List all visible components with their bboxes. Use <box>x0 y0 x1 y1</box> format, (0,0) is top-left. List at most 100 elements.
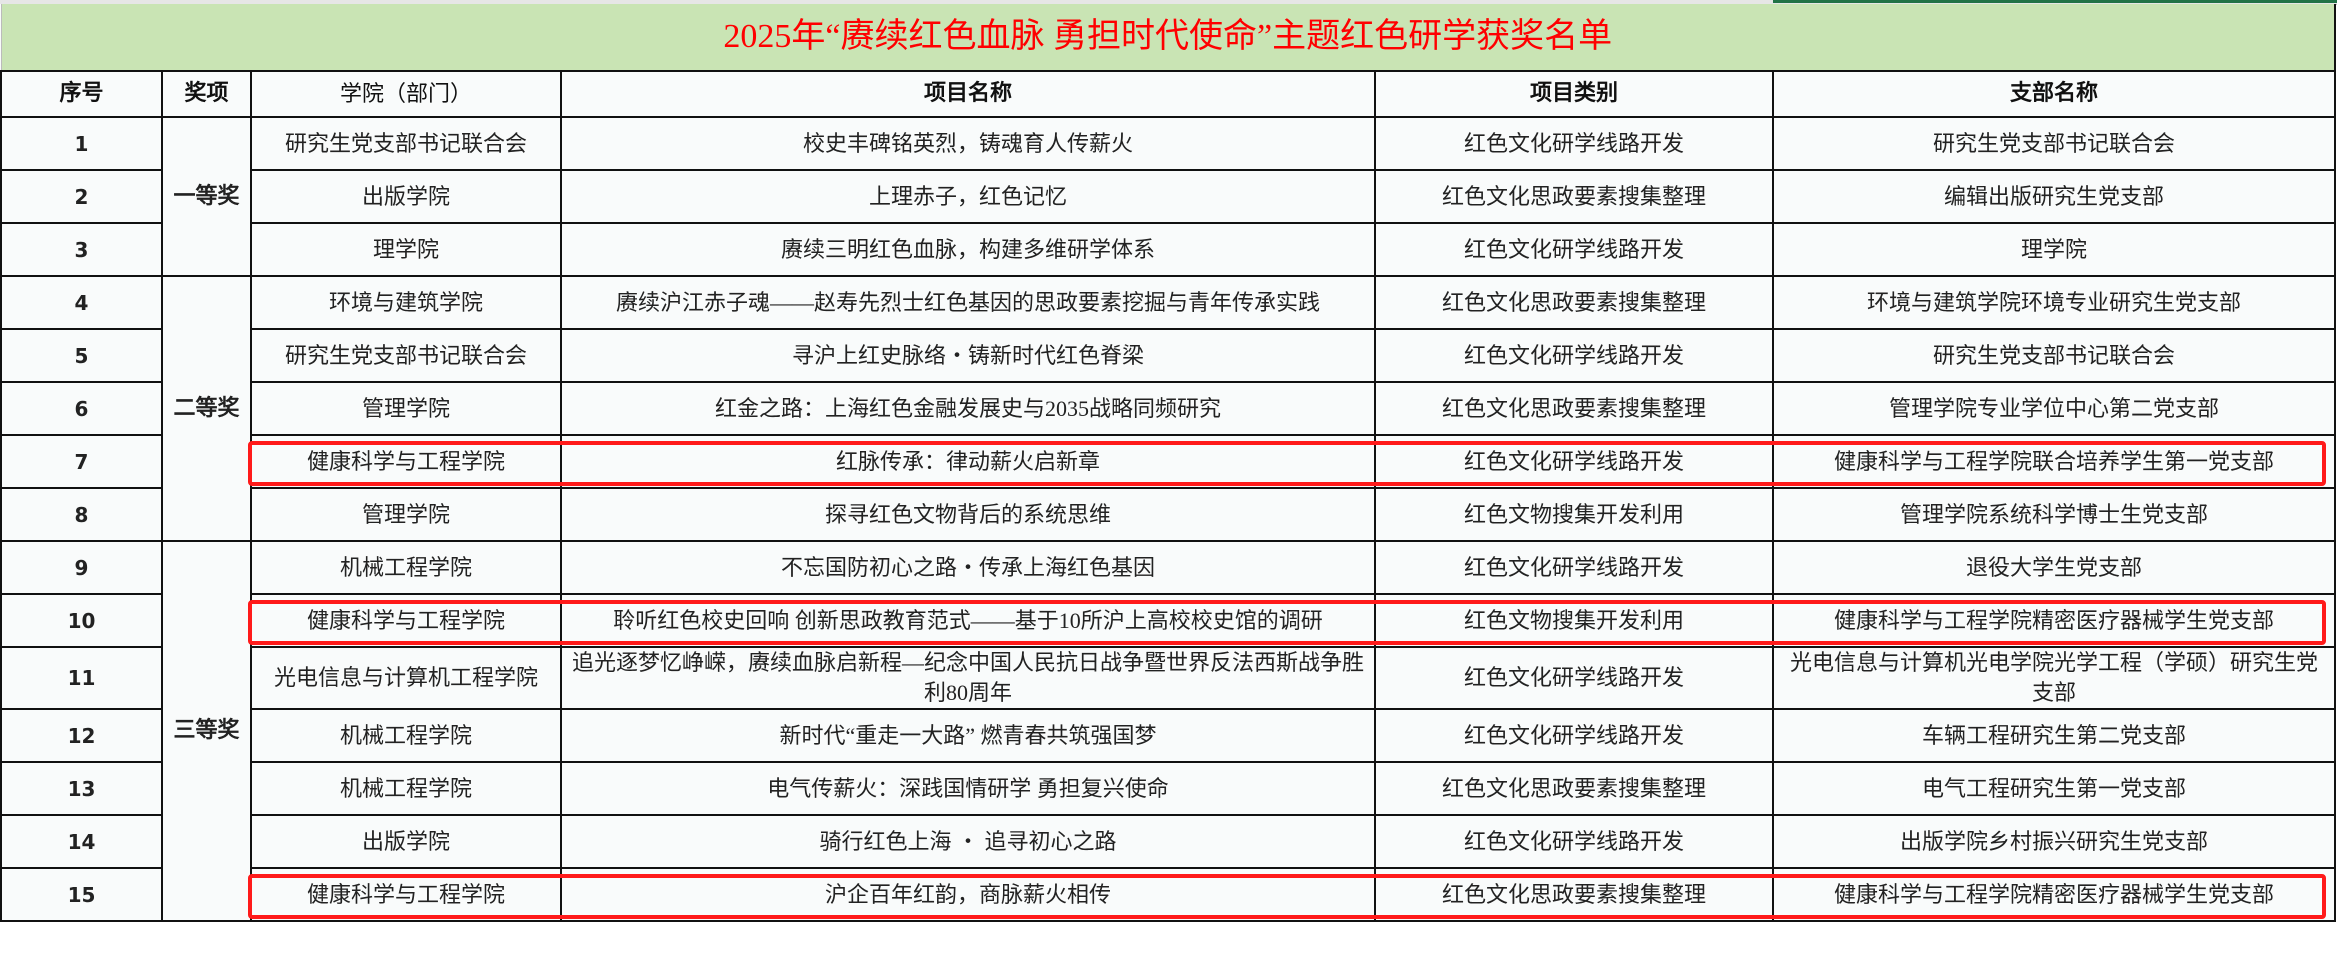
row-number-cell[interactable]: 7 <box>0 434 163 489</box>
college-cell[interactable]: 管理学院 <box>250 487 562 542</box>
header-college[interactable]: 学院（部门） <box>250 70 562 118</box>
college-cell[interactable]: 出版学院 <box>250 814 562 869</box>
project-name-cell[interactable]: 红脉传承：律动薪火启新章 <box>560 434 1376 489</box>
project-name-cell[interactable]: 赓续三明红色血脉，构建多维研学体系 <box>560 222 1376 277</box>
project-category-cell[interactable]: 红色文化研学线路开发 <box>1374 646 1774 710</box>
project-category-cell[interactable]: 红色文物搜集开发利用 <box>1374 593 1774 648</box>
branch-name-cell[interactable]: 理学院 <box>1771 222 2337 277</box>
row-number-cell[interactable]: 14 <box>0 814 163 869</box>
row-number-cell[interactable]: 10 <box>0 593 163 648</box>
header-project[interactable]: 项目名称 <box>560 70 1376 118</box>
header-award[interactable]: 奖项 <box>161 70 252 118</box>
table-row: 3 理学院 赓续三明红色血脉，构建多维研学体系 红色文化研学线路开发 理学院 <box>0 222 2337 277</box>
project-name-cell[interactable]: 骑行红色上海 ・ 追寻初心之路 <box>560 814 1376 869</box>
table-row: 14 出版学院 骑行红色上海 ・ 追寻初心之路 红色文化研学线路开发 出版学院乡村振兴研… <box>0 814 2337 869</box>
college-cell[interactable]: 理学院 <box>250 222 562 277</box>
branch-name-cell[interactable]: 管理学院专业学位中心第二党支部 <box>1771 381 2337 436</box>
branch-name-cell[interactable]: 编辑出版研究生党支部 <box>1771 169 2337 224</box>
table-row: 2 出版学院 上理赤子，红色记忆 红色文化思政要素搜集整理 编辑出版研究生党支部 <box>0 169 2337 224</box>
college-cell[interactable]: 管理学院 <box>250 381 562 436</box>
row-number-cell[interactable]: 11 <box>0 646 163 710</box>
header-no[interactable]: 序号 <box>0 70 163 118</box>
branch-name-cell[interactable]: 出版学院乡村振兴研究生党支部 <box>1771 814 2337 869</box>
award-level-cell[interactable]: 一等奖 <box>161 116 252 277</box>
project-name-cell[interactable]: 追光逐梦忆峥嵘，赓续血脉启新程—纪念中国人民抗日战争暨世界反法西斯战争胜利80周… <box>560 646 1376 710</box>
project-category-cell[interactable]: 红色文物搜集开发利用 <box>1374 487 1774 542</box>
project-category-cell[interactable]: 红色文化研学线路开发 <box>1374 328 1774 383</box>
project-name-cell[interactable]: 赓续沪江赤子魂——赵寿先烈士红色基因的思政要素挖掘与青年传承实践 <box>560 275 1376 330</box>
branch-name-cell[interactable]: 退役大学生党支部 <box>1771 540 2337 595</box>
project-category-cell[interactable]: 红色文化思政要素搜集整理 <box>1374 867 1774 922</box>
project-name-cell[interactable]: 红金之路：上海红色金融发展史与2035战略同频研究 <box>560 381 1376 436</box>
project-category-cell[interactable]: 红色文化研学线路开发 <box>1374 116 1774 171</box>
project-name-cell[interactable]: 电气传薪火：深践国情研学 勇担复兴使命 <box>560 761 1376 816</box>
project-category-cell[interactable]: 红色文化研学线路开发 <box>1374 434 1774 489</box>
row-number-cell[interactable]: 6 <box>0 381 163 436</box>
table-row: 6 管理学院 红金之路：上海红色金融发展史与2035战略同频研究 红色文化思政要素搜集… <box>0 381 2337 436</box>
project-category-cell[interactable]: 红色文化思政要素搜集整理 <box>1374 381 1774 436</box>
row-number-cell[interactable]: 13 <box>0 761 163 816</box>
header-category[interactable]: 项目类别 <box>1374 70 1774 118</box>
row-number-cell[interactable]: 4 <box>0 275 163 330</box>
project-name-cell[interactable]: 校史丰碑铭英烈，铸魂育人传薪火 <box>560 116 1376 171</box>
college-cell[interactable]: 研究生党支部书记联合会 <box>250 328 562 383</box>
row-number-cell[interactable]: 12 <box>0 708 163 763</box>
project-name-cell[interactable]: 寻沪上红史脉络・铸新时代红色脊梁 <box>560 328 1376 383</box>
project-category-cell[interactable]: 红色文化思政要素搜集整理 <box>1374 169 1774 224</box>
project-name-cell[interactable]: 不忘国防初心之路・传承上海红色基因 <box>560 540 1376 595</box>
header-row: 序号 奖项 学院（部门） 项目名称 项目类别 支部名称 <box>0 70 2337 118</box>
header-branch[interactable]: 支部名称 <box>1771 70 2337 118</box>
row-number-cell[interactable]: 2 <box>0 169 163 224</box>
project-name-cell[interactable]: 沪企百年红韵，商脉薪火相传 <box>560 867 1376 922</box>
branch-name-cell[interactable]: 电气工程研究生第一党支部 <box>1771 761 2337 816</box>
row-number-cell[interactable]: 1 <box>0 116 163 171</box>
project-category-cell[interactable]: 红色文化研学线路开发 <box>1374 708 1774 763</box>
project-category-cell[interactable]: 红色文化思政要素搜集整理 <box>1374 761 1774 816</box>
table-row: 13 机械工程学院 电气传薪火：深践国情研学 勇担复兴使命 红色文化思政要素搜集整理电… <box>0 761 2337 816</box>
table-row: 15 健康科学与工程学院 沪企百年红韵，商脉薪火相传 红色文化思政要素搜集整理 健康科学… <box>0 867 2337 922</box>
college-cell[interactable]: 出版学院 <box>250 169 562 224</box>
project-name-cell[interactable]: 上理赤子，红色记忆 <box>560 169 1376 224</box>
sheet-title[interactable]: 2025年“赓续红色血脉 勇担时代使命”主题红色研学获奖名单 <box>0 4 2337 72</box>
college-cell[interactable]: 健康科学与工程学院 <box>250 867 562 922</box>
college-cell[interactable]: 机械工程学院 <box>250 540 562 595</box>
branch-name-cell[interactable]: 光电信息与计算机光电学院光学工程（学硕）研究生党支部 <box>1771 646 2337 710</box>
project-name-cell[interactable]: 探寻红色文物背后的系统思维 <box>560 487 1376 542</box>
row-number-cell[interactable]: 15 <box>0 867 163 922</box>
table-row: 4 二等奖 环境与建筑学院 赓续沪江赤子魂——赵寿先烈士红色基因的思政要素挖掘与青年传… <box>0 275 2337 542</box>
row-number-cell[interactable]: 3 <box>0 222 163 277</box>
branch-name-cell[interactable]: 管理学院系统科学博士生党支部 <box>1771 487 2337 542</box>
project-category-cell[interactable]: 红色文化研学线路开发 <box>1374 540 1774 595</box>
project-name-cell[interactable]: 新时代“重走一大路” 燃青春共筑强国梦 <box>560 708 1376 763</box>
project-name-cell[interactable]: 聆听红色校史回响 创新思政教育范式——基于10所沪上高校校史馆的调研 <box>560 593 1376 648</box>
college-cell[interactable]: 光电信息与计算机工程学院 <box>250 646 562 710</box>
project-category-cell[interactable]: 红色文化研学线路开发 <box>1374 814 1774 869</box>
branch-name-cell[interactable]: 环境与建筑学院环境专业研究生党支部 <box>1771 275 2337 330</box>
table-row: 8 管理学院 探寻红色文物背后的系统思维 红色文物搜集开发利用 管理学院系统科学博士生党… <box>0 487 2337 542</box>
college-cell[interactable]: 机械工程学院 <box>250 761 562 816</box>
branch-name-cell[interactable]: 车辆工程研究生第二党支部 <box>1771 708 2337 763</box>
college-cell[interactable]: 健康科学与工程学院 <box>250 593 562 648</box>
college-cell[interactable]: 环境与建筑学院 <box>250 275 562 330</box>
row-number-cell[interactable]: 5 <box>0 328 163 383</box>
row-number-cell[interactable]: 8 <box>0 487 163 542</box>
project-category-cell[interactable]: 红色文化研学线路开发 <box>1374 222 1774 277</box>
branch-name-cell[interactable]: 健康科学与工程学院精密医疗器械学生党支部 <box>1771 593 2337 648</box>
branch-name-cell[interactable]: 健康科学与工程学院联合培养学生第一党支部 <box>1771 434 2337 489</box>
table-row: 5 研究生党支部书记联合会 寻沪上红史脉络・铸新时代红色脊梁 红色文化研学线路开发 研究… <box>0 328 2337 383</box>
row-number-cell[interactable]: 9 <box>0 540 163 595</box>
project-category-cell[interactable]: 红色文化思政要素搜集整理 <box>1374 275 1774 330</box>
branch-name-cell[interactable]: 健康科学与工程学院精密医疗器械学生党支部 <box>1771 867 2337 922</box>
table-row: 12 机械工程学院 新时代“重走一大路” 燃青春共筑强国梦 红色文化研学线路开发 车辆工… <box>0 708 2337 763</box>
award-level-cell[interactable]: 二等奖 <box>161 275 252 542</box>
branch-name-cell[interactable]: 研究生党支部书记联合会 <box>1771 328 2337 383</box>
branch-name-cell[interactable]: 研究生党支部书记联合会 <box>1771 116 2337 171</box>
table-row: 7 健康科学与工程学院 红脉传承：律动薪火启新章 红色文化研学线路开发 健康科学与工程学… <box>0 434 2337 489</box>
table-row: 10 健康科学与工程学院 聆听红色校史回响 创新思政教育范式——基于10所沪上高校校… <box>0 593 2337 648</box>
award-table: 2025年“赓续红色血脉 勇担时代使命”主题红色研学获奖名单 序号 奖项 学院（… <box>0 4 2337 922</box>
award-list-sheet: 2025年“赓续红色血脉 勇担时代使命”主题红色研学获奖名单 序号 奖项 学院（… <box>0 4 2337 922</box>
college-cell[interactable]: 研究生党支部书记联合会 <box>250 116 562 171</box>
award-level-cell[interactable]: 三等奖 <box>161 540 252 922</box>
college-cell[interactable]: 健康科学与工程学院 <box>250 434 562 489</box>
college-cell[interactable]: 机械工程学院 <box>250 708 562 763</box>
